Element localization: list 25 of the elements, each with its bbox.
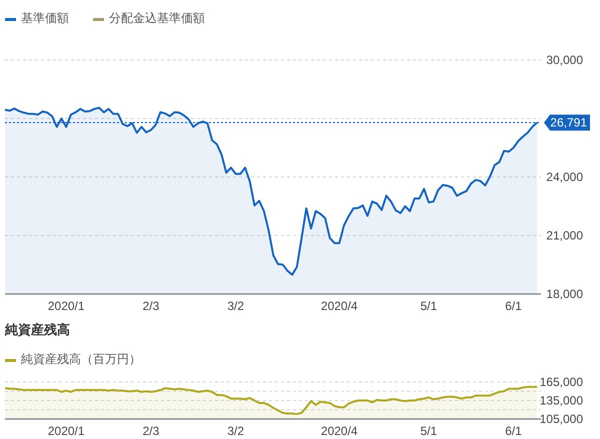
y-tick-label: 165,000	[540, 375, 584, 389]
legend-label: 分配金込基準価額	[109, 11, 205, 25]
y-tick-label: 21,000	[546, 228, 584, 242]
ref-line-label: 26,791	[550, 116, 588, 130]
x-tick-label: 2/3	[142, 299, 160, 313]
x-tick-label: 2020/4	[320, 299, 358, 313]
x-tick-label: 6/1	[505, 299, 522, 313]
y-tick-label: 30,000	[546, 53, 584, 67]
x-tick-label: 2020/1	[48, 424, 85, 438]
x-tick-label: 5/1	[420, 299, 438, 313]
legend-label: 基準価額	[21, 11, 69, 25]
y-tick-label: 24,000	[546, 170, 584, 184]
x-tick-label: 2/3	[142, 424, 160, 438]
x-tick-label: 3/2	[227, 424, 244, 438]
ref-line-label: 26,791	[544, 114, 590, 131]
x-tick-label: 2020/1	[48, 299, 85, 313]
y-tick-label: 105,000	[540, 412, 584, 426]
y-tick-label: 135,000	[540, 394, 584, 408]
x-tick-label: 5/1	[420, 424, 438, 438]
legend: 純資産残高（百万円）	[5, 352, 141, 366]
y-tick-label: 18,000	[546, 287, 584, 301]
chart-title: 純資産残高	[4, 322, 70, 337]
x-tick-label: 3/2	[227, 299, 244, 313]
x-tick-label: 6/1	[505, 424, 522, 438]
x-tick-label: 2020/4	[320, 424, 358, 438]
